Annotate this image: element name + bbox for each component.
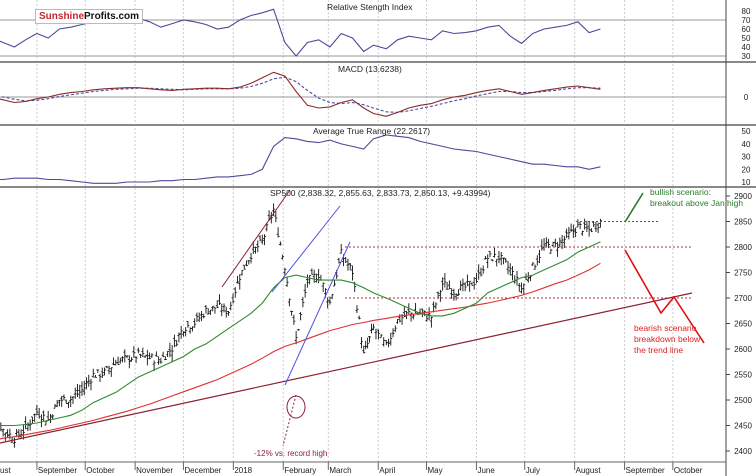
- record-high-label: -12% vs. record high: [254, 449, 327, 458]
- rsi-tick-label: 60: [742, 25, 751, 34]
- month-label: July: [526, 466, 540, 475]
- atr-panel: [0, 134, 601, 184]
- annotations: [0, 189, 705, 447]
- atr-title: Average True Range (22.2617): [313, 126, 430, 136]
- bearish-label-3: the trend line: [634, 345, 683, 355]
- sma50-line: [0, 241, 601, 427]
- price-tick-label: 2400: [734, 447, 752, 456]
- month-label: May: [428, 466, 443, 475]
- month-label: February: [284, 466, 316, 475]
- atr-tick-label: 20: [742, 165, 751, 174]
- macd-line: [0, 71, 601, 117]
- month-label: June: [477, 466, 495, 475]
- macd-tick-label: 0: [744, 93, 749, 102]
- price-tick-label: 2700: [734, 294, 752, 303]
- bullish-label-1: bullish scenario:: [650, 187, 711, 197]
- month-label: 2018: [234, 466, 252, 475]
- price-tick-label: 2550: [734, 371, 752, 380]
- month-label: April: [379, 466, 395, 475]
- price-panel: [0, 203, 602, 448]
- atr-line: [0, 134, 601, 184]
- bearish-scenario-path: [624, 249, 705, 344]
- price-tick-label: 2600: [734, 345, 752, 354]
- bearish-label-2: breakdown below: [634, 334, 701, 344]
- channel-line-upper: [271, 205, 341, 293]
- rsi-tick-label: 30: [742, 52, 751, 61]
- month-label: August: [576, 466, 602, 475]
- month-label: March: [329, 466, 351, 475]
- bullish-scenario-arrow: [624, 192, 644, 223]
- price-tick-label: 2450: [734, 422, 752, 431]
- month-label: October: [674, 466, 703, 475]
- month-label: October: [86, 466, 115, 475]
- macd-panel: [0, 71, 726, 117]
- low-circle: [286, 395, 306, 419]
- record-dotted-line: [282, 394, 297, 447]
- rally-trend-line: [221, 189, 291, 288]
- month-label: September: [626, 466, 665, 475]
- rsi-tick-label: 50: [742, 34, 751, 43]
- price-tick-label: 2850: [734, 218, 752, 227]
- price-tick-label: 2500: [734, 396, 752, 405]
- atr-tick-label: 50: [742, 127, 751, 136]
- rsi-tick-label: 80: [742, 7, 751, 16]
- month-label: November: [136, 466, 173, 475]
- price-title: SP500 (2,838.32, 2,855.63, 2,833.73, 2,8…: [270, 188, 491, 198]
- atr-tick-label: 40: [742, 140, 751, 149]
- price-tick-label: 2800: [734, 243, 752, 252]
- channel-line-lower: [284, 241, 351, 386]
- price-tick-label: 2650: [734, 320, 752, 329]
- sma200-line: [0, 262, 601, 440]
- rsi-tick-label: 40: [742, 43, 751, 52]
- macd-title: MACD (13.6238): [338, 64, 402, 74]
- long-trend-line: [0, 292, 693, 444]
- macd-signal-line: [0, 76, 601, 113]
- month-label: December: [184, 466, 221, 475]
- price-tick-label: 2900: [734, 192, 752, 201]
- bullish-label-2: breakout above Jan high: [650, 198, 743, 208]
- sunshine-profits-logo: SunshineProfits.com: [35, 9, 144, 24]
- gridlines: [36, 0, 674, 462]
- rsi-tick-label: 70: [742, 16, 751, 25]
- month-label: ust: [0, 466, 11, 475]
- price-tick-label: 2750: [734, 269, 752, 278]
- rsi-title: Relative Stength Index: [327, 2, 413, 12]
- month-label: September: [38, 466, 77, 475]
- bearish-label-1: bearish scenario: [634, 323, 697, 333]
- atr-tick-label: 30: [742, 153, 751, 162]
- atr-tick-label: 10: [742, 178, 751, 187]
